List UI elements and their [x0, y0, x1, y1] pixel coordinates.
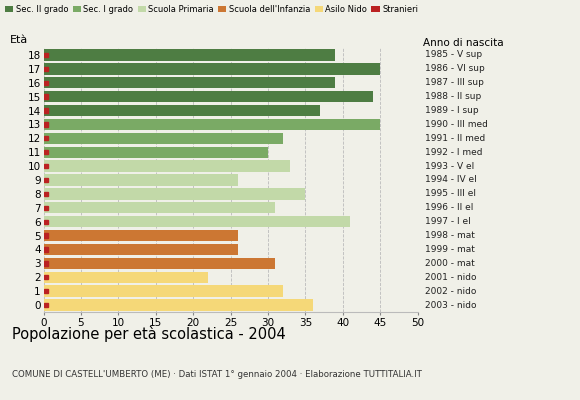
Text: 1989 - I sup: 1989 - I sup [425, 106, 478, 115]
Text: 1995 - III el: 1995 - III el [425, 189, 476, 198]
Text: 1988 - II sup: 1988 - II sup [425, 92, 481, 101]
Bar [44, 108, 48, 113]
Bar [44, 136, 48, 140]
Text: 1991 - II med: 1991 - II med [425, 134, 485, 143]
Bar [44, 94, 48, 99]
Bar [44, 202, 276, 214]
Bar [44, 272, 208, 283]
Bar [44, 150, 48, 154]
Bar [44, 192, 48, 196]
Bar [44, 289, 48, 293]
Bar [44, 244, 238, 255]
Bar [44, 234, 48, 238]
Bar [44, 286, 283, 297]
Bar [44, 67, 48, 71]
Text: 1998 - mat: 1998 - mat [425, 231, 474, 240]
Bar [44, 119, 380, 130]
Text: 1987 - III sup: 1987 - III sup [425, 78, 484, 87]
Text: 1993 - V el: 1993 - V el [425, 162, 474, 171]
Legend: Sec. II grado, Sec. I grado, Scuola Primaria, Scuola dell'Infanzia, Asilo Nido, : Sec. II grado, Sec. I grado, Scuola Prim… [4, 4, 419, 15]
Text: Popolazione per età scolastica - 2004: Popolazione per età scolastica - 2004 [12, 326, 285, 342]
Bar [44, 178, 48, 182]
Text: Età: Età [10, 35, 28, 45]
Bar [44, 299, 313, 311]
Bar [44, 77, 335, 88]
Text: 2001 - nido: 2001 - nido [425, 273, 476, 282]
Text: 2000 - mat: 2000 - mat [425, 259, 474, 268]
Bar [44, 63, 380, 74]
Text: 1990 - III med: 1990 - III med [425, 120, 487, 129]
Bar [44, 164, 48, 168]
Bar [44, 160, 291, 172]
Bar [44, 275, 48, 280]
Text: 1992 - I med: 1992 - I med [425, 148, 482, 157]
Text: 1996 - II el: 1996 - II el [425, 203, 473, 212]
Bar [44, 53, 48, 57]
Bar [44, 105, 320, 116]
Bar [44, 80, 48, 85]
Bar [44, 216, 350, 227]
Bar [44, 49, 335, 61]
Text: 2002 - nido: 2002 - nido [425, 287, 476, 296]
Text: 1997 - I el: 1997 - I el [425, 217, 470, 226]
Text: 1994 - IV el: 1994 - IV el [425, 176, 476, 184]
Bar [44, 206, 48, 210]
Bar [44, 174, 238, 186]
Text: 1985 - V sup: 1985 - V sup [425, 50, 481, 60]
Bar [44, 188, 305, 200]
Text: Anno di nascita: Anno di nascita [423, 38, 504, 48]
Text: 2003 - nido: 2003 - nido [425, 300, 476, 310]
Bar [44, 303, 48, 307]
Bar [44, 261, 48, 266]
Bar [44, 230, 238, 241]
Bar [44, 258, 276, 269]
Text: 1999 - mat: 1999 - mat [425, 245, 474, 254]
Bar [44, 247, 48, 252]
Bar [44, 146, 268, 158]
Bar [44, 220, 48, 224]
Bar [44, 133, 283, 144]
Text: 1986 - VI sup: 1986 - VI sup [425, 64, 484, 73]
Text: COMUNE DI CASTELL'UMBERTO (ME) · Dati ISTAT 1° gennaio 2004 · Elaborazione TUTTI: COMUNE DI CASTELL'UMBERTO (ME) · Dati IS… [12, 370, 422, 379]
Bar [44, 91, 373, 102]
Bar [44, 122, 48, 126]
